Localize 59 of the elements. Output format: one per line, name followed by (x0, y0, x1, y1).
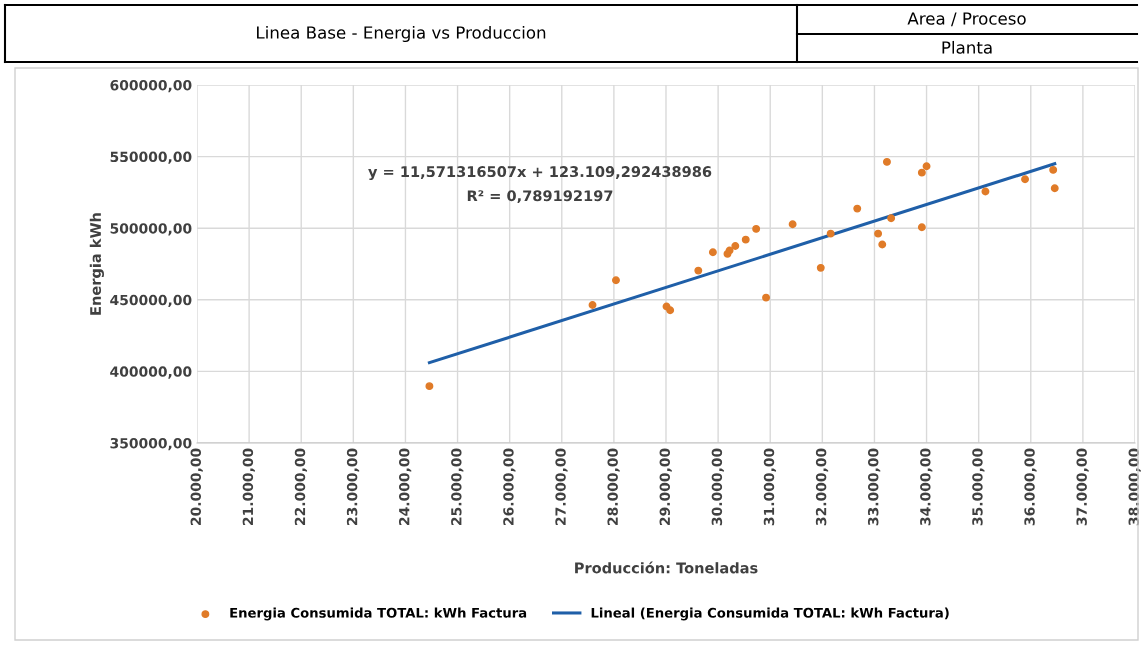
point (1049, 165, 1058, 174)
point (917, 223, 926, 232)
point (816, 263, 825, 272)
point (922, 162, 931, 171)
annotation: y = 11,571316507x + 123.109,292438986 (368, 166, 712, 181)
point (752, 224, 761, 233)
y-axis-title: Energia kWh (89, 213, 104, 315)
point (731, 242, 740, 250)
y-tick-label: 350000,00 (110, 437, 192, 451)
x-tick-label: 28.000,00 (607, 448, 620, 525)
y-tick-label: 450000,00 (110, 294, 192, 308)
y-tick-label: 550000,00 (110, 151, 192, 164)
x-tick-label: 32.000,00 (815, 448, 829, 526)
point (708, 248, 717, 257)
x-tick-label: 22.000,00 (294, 448, 308, 525)
x-tick-label: 29.000,00 (659, 448, 672, 525)
point (788, 220, 797, 229)
x-axis-title: Producción: Toneladas (575, 561, 758, 574)
point (694, 266, 703, 275)
point (741, 235, 750, 244)
point (917, 168, 926, 177)
x-tick-label: 38.000,00 (1128, 448, 1141, 526)
legend-label: Lineal (Energia Consumida TOTAL: kWh Factura) (591, 607, 949, 621)
x-tick-label: 37.000,00 (1076, 448, 1089, 526)
x-tick-label: 27.000,00 (555, 448, 568, 525)
point (612, 276, 620, 285)
point (666, 306, 675, 315)
x-tick-label: 20.000,00 (190, 448, 203, 525)
x-tick-label: 35.000,00 (972, 448, 985, 526)
y-tick-label: 600000,00 (110, 79, 192, 93)
point (981, 187, 990, 196)
text: Area / Proceso (907, 12, 1026, 27)
point (1021, 175, 1029, 184)
x-tick-label: 30.000,00 (711, 448, 724, 526)
x-tick-label: 26.000,00 (503, 448, 516, 525)
x-tick-label: 36.000,00 (1024, 448, 1037, 526)
x-tick-label: 23.000,00 (346, 448, 360, 525)
point (882, 157, 891, 166)
annotation: R² = 0,789192197 (467, 190, 613, 204)
x-tick-label: 24.000,00 (398, 448, 412, 525)
text: Planta (942, 40, 992, 54)
y-tick-label: 400000,00 (110, 366, 192, 379)
chart-title: Linea Base - Energia vs Produccion (257, 25, 546, 43)
x-tick-label: 33.000,00 (867, 448, 881, 526)
point (588, 301, 597, 309)
point (826, 229, 835, 238)
x-tick-label: 25.000,00 (451, 448, 464, 525)
point (762, 293, 771, 302)
y-tick-label: 500000,00 (110, 223, 192, 236)
point (878, 240, 887, 249)
point (887, 214, 896, 223)
point (874, 229, 883, 238)
x-tick-label: 31.000,00 (763, 448, 777, 526)
point (425, 382, 434, 391)
x-tick-label: 21.000,00 (242, 448, 255, 525)
legend-label: Energia Consumida TOTAL: kWh Factura (230, 607, 527, 621)
point (853, 204, 862, 213)
point (1050, 184, 1059, 193)
x-tick-label: 34.000,00 (920, 448, 933, 526)
